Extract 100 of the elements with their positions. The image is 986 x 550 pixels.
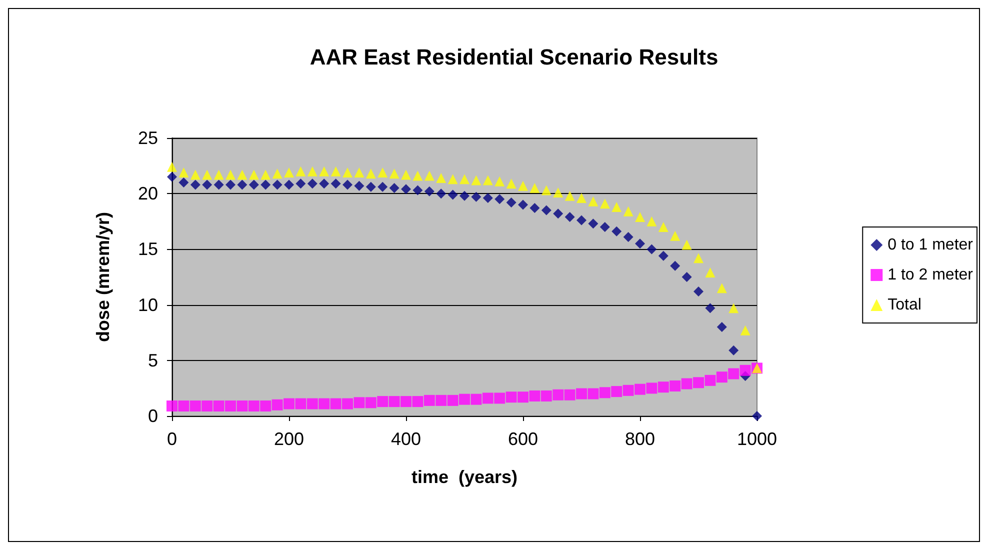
point <box>342 180 352 190</box>
point <box>670 230 680 241</box>
point <box>728 345 739 356</box>
point <box>436 394 447 406</box>
x-tick-label: 600 <box>508 429 538 449</box>
point <box>564 190 575 201</box>
point <box>214 180 224 190</box>
y-tick-label: 0 <box>148 406 158 426</box>
point <box>682 272 692 282</box>
point <box>482 193 493 204</box>
point <box>342 167 352 178</box>
point <box>225 400 236 412</box>
point <box>460 190 470 201</box>
point <box>388 396 400 408</box>
point <box>705 268 716 278</box>
point <box>471 175 482 186</box>
point <box>319 166 330 176</box>
point <box>600 198 610 209</box>
point <box>658 382 669 393</box>
point <box>506 178 516 189</box>
legend-label: 0 to 1 meter <box>888 236 974 254</box>
point <box>716 372 728 383</box>
point <box>365 397 376 408</box>
point <box>284 180 294 190</box>
point <box>295 398 306 410</box>
point <box>518 392 528 403</box>
point <box>694 286 704 296</box>
point <box>319 178 330 189</box>
point <box>436 173 446 184</box>
point <box>599 387 610 398</box>
point <box>284 167 294 178</box>
point <box>588 196 598 206</box>
point <box>634 384 646 395</box>
point <box>448 190 458 200</box>
point <box>681 378 692 390</box>
point <box>623 206 634 216</box>
point <box>518 200 528 210</box>
point <box>202 170 212 180</box>
point <box>330 166 341 176</box>
point <box>167 172 177 182</box>
point <box>401 184 411 194</box>
point <box>237 180 248 190</box>
point <box>178 400 190 412</box>
point <box>494 176 505 186</box>
x-tick-label: 0 <box>166 429 178 449</box>
point <box>740 325 750 336</box>
y-tick-label: 10 <box>138 294 158 315</box>
point <box>248 180 259 190</box>
point <box>307 166 318 176</box>
point <box>307 178 318 189</box>
point <box>553 187 564 198</box>
point <box>306 398 318 410</box>
point <box>553 208 564 219</box>
point <box>612 226 622 236</box>
point <box>167 162 177 172</box>
point <box>646 216 657 226</box>
point <box>389 183 400 194</box>
point <box>716 283 727 294</box>
point <box>401 170 411 180</box>
point <box>202 180 212 190</box>
point <box>541 205 552 216</box>
point <box>436 188 446 199</box>
point <box>248 400 260 412</box>
point <box>611 386 622 398</box>
point <box>366 168 376 179</box>
point <box>260 400 272 412</box>
point <box>506 392 517 403</box>
point <box>354 167 364 178</box>
x-tick-label: 800 <box>624 429 656 449</box>
point <box>705 303 716 314</box>
point <box>494 392 506 404</box>
point <box>694 253 704 264</box>
point <box>471 192 482 202</box>
point <box>529 390 540 402</box>
y-tick-label: 20 <box>138 184 158 204</box>
point <box>248 170 259 180</box>
point <box>494 194 505 204</box>
point <box>342 398 353 410</box>
point <box>378 182 388 192</box>
point <box>424 394 435 406</box>
y-tick-label: 5 <box>148 350 158 370</box>
point <box>728 303 739 314</box>
point <box>296 166 306 176</box>
point <box>377 396 388 408</box>
point <box>237 170 248 180</box>
point <box>459 394 470 405</box>
point <box>460 174 470 184</box>
point <box>190 180 200 190</box>
point <box>272 180 282 190</box>
point <box>424 186 434 196</box>
point <box>588 388 599 400</box>
point <box>236 400 248 412</box>
point <box>540 390 552 402</box>
point <box>284 398 294 410</box>
point <box>190 170 200 180</box>
point <box>354 180 364 191</box>
point <box>448 174 458 184</box>
point <box>412 185 423 196</box>
point <box>272 399 283 410</box>
point <box>518 180 528 191</box>
